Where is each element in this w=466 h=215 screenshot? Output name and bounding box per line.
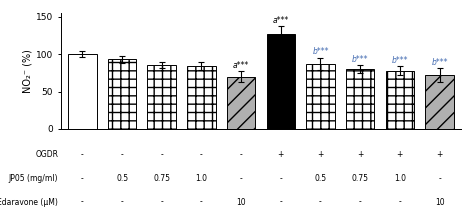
Text: +: +	[357, 150, 363, 159]
Text: -: -	[398, 198, 401, 207]
Text: -: -	[200, 198, 203, 207]
Bar	[108, 59, 137, 129]
Text: 10: 10	[236, 198, 246, 207]
Text: -: -	[438, 174, 441, 183]
Text: b***: b***	[391, 56, 408, 64]
Text: -: -	[280, 198, 282, 207]
Text: Edaravone (μM): Edaravone (μM)	[0, 198, 58, 207]
Text: -: -	[121, 198, 123, 207]
Text: JP05 (mg/ml): JP05 (mg/ml)	[9, 174, 58, 183]
Text: -: -	[81, 198, 84, 207]
Text: +: +	[436, 150, 443, 159]
Text: -: -	[200, 150, 203, 159]
Text: a***: a***	[273, 16, 289, 25]
Text: -: -	[160, 150, 163, 159]
Bar	[425, 75, 454, 129]
Text: -: -	[121, 150, 123, 159]
Bar	[227, 77, 255, 129]
Text: 1.0: 1.0	[394, 174, 406, 183]
Text: 0.5: 0.5	[315, 174, 327, 183]
Bar	[68, 54, 96, 129]
Text: -: -	[160, 198, 163, 207]
Bar	[147, 65, 176, 129]
Text: b***: b***	[352, 55, 369, 64]
Text: -: -	[81, 174, 84, 183]
Text: OGDR: OGDR	[35, 150, 58, 159]
Bar	[346, 69, 375, 129]
Bar	[267, 34, 295, 129]
Text: +: +	[278, 150, 284, 159]
Text: -: -	[81, 150, 84, 159]
Text: +: +	[317, 150, 324, 159]
Text: b***: b***	[312, 47, 329, 56]
Text: 10: 10	[435, 198, 444, 207]
Text: -: -	[319, 198, 322, 207]
Text: -: -	[240, 150, 242, 159]
Bar	[306, 64, 335, 129]
Text: 0.75: 0.75	[352, 174, 369, 183]
Text: a***: a***	[233, 61, 249, 70]
Y-axis label: NO₂⁻ (%): NO₂⁻ (%)	[23, 49, 33, 93]
Text: 0.75: 0.75	[153, 174, 170, 183]
Text: +: +	[397, 150, 403, 159]
Text: 1.0: 1.0	[195, 174, 207, 183]
Text: b***: b***	[431, 58, 448, 67]
Text: -: -	[359, 198, 362, 207]
Text: -: -	[280, 174, 282, 183]
Text: 0.5: 0.5	[116, 174, 128, 183]
Bar	[187, 66, 216, 129]
Bar	[385, 71, 414, 129]
Text: -: -	[240, 174, 242, 183]
